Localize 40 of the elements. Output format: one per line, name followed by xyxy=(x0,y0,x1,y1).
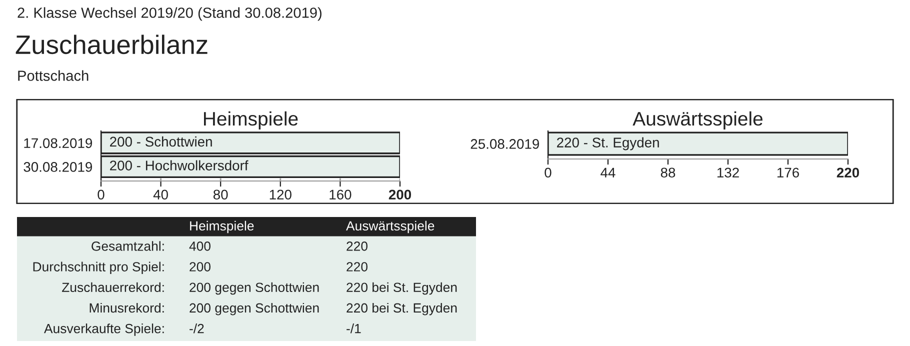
text: 400 xyxy=(189,242,210,251)
text: 220 bei St. Egyden xyxy=(346,302,457,316)
text: Zuschauerbilanz xyxy=(16,34,208,54)
category-label: Ausverkaufte Spiele: xyxy=(44,324,164,336)
text: 220 xyxy=(346,262,368,272)
text: 200 xyxy=(190,262,210,272)
x-tick-label: 44 xyxy=(600,168,616,178)
x-tick-label: 80 xyxy=(213,190,228,200)
data-label: 200 - Hochwolkersdorf xyxy=(110,160,248,170)
text: 200 gegen Schottwien xyxy=(190,302,319,316)
x-tick-label: 88 xyxy=(660,168,676,178)
text: -/2 xyxy=(190,324,204,334)
category-label: Durchschnitt pro Spiel: xyxy=(33,262,164,274)
x-tick-label: 0 xyxy=(544,168,552,178)
x-tick-label: 160 xyxy=(330,190,352,200)
category-label: Zuschauerrekord: xyxy=(62,282,164,292)
x-tick-label: 200 xyxy=(388,190,412,200)
x-tick-label: 40 xyxy=(153,190,168,200)
x-tick-label: 132 xyxy=(717,168,739,178)
chart-title: Auswärtsspiele xyxy=(632,111,763,130)
y-tick-label: 30.08.2019 xyxy=(24,162,92,172)
x-tick-label: 176 xyxy=(777,168,799,178)
data-label: 200 - Schottwien xyxy=(110,136,212,147)
category-label: Heimspiele xyxy=(190,220,254,234)
text: -/1 xyxy=(346,324,361,334)
text: 220 xyxy=(346,242,368,251)
y-tick-label: 25.08.2019 xyxy=(470,139,540,149)
category-label: Minusrekord: xyxy=(90,302,164,313)
x-tick-label: 0 xyxy=(98,190,104,200)
x-tick-label: 220 xyxy=(836,168,860,178)
text: 2. Klasse Wechsel 2019/20 (Stand 30.08.2019) xyxy=(18,7,322,21)
category-label: Auswärtsspiele xyxy=(346,220,434,234)
text: Pottschach xyxy=(18,70,88,81)
category-label: Gesamtzahl: xyxy=(92,241,164,251)
data-label: 220 - St. Egyden xyxy=(557,137,659,150)
chart-title: Heimspiele xyxy=(204,111,298,130)
y-tick-label: 17.08.2019 xyxy=(24,138,92,148)
text: 200 gegen Schottwien xyxy=(190,282,319,295)
text: 220 bei St. Egyden xyxy=(346,282,457,295)
x-tick-label: 120 xyxy=(270,190,292,200)
